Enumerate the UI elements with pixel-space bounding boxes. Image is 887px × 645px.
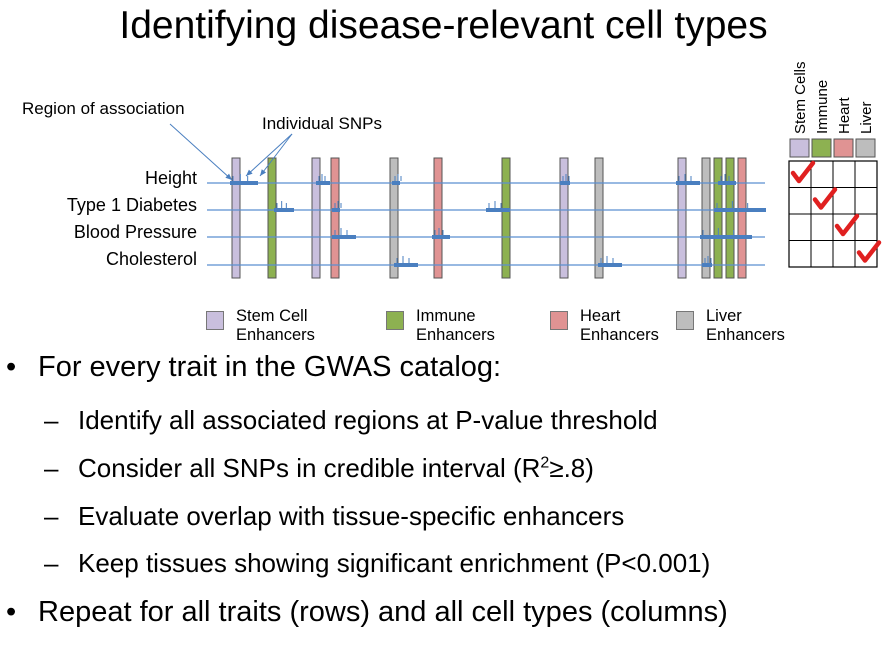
snp-cluster bbox=[486, 208, 510, 212]
snp-cluster bbox=[598, 263, 622, 267]
bullet-dot-icon: • bbox=[6, 351, 17, 383]
bullet-text: For every trait in the GWAS catalog: bbox=[38, 351, 502, 383]
region-arrow bbox=[169, 123, 233, 181]
superscript: 2 bbox=[540, 454, 550, 472]
bullet-dot-icon: • bbox=[6, 596, 17, 628]
snp-cluster bbox=[700, 235, 752, 239]
sub-bullet-consider: – Consider all SNPs in credible interval … bbox=[44, 453, 594, 484]
sub-bullet-evaluate: – Evaluate overlap with tissue-specific e… bbox=[44, 501, 624, 532]
trait-label-cholesterol: Cholesterol bbox=[105, 249, 197, 269]
slide-title: Identifying disease-relevant cell types bbox=[119, 4, 768, 47]
check-mark-icon bbox=[790, 160, 816, 184]
check-mark-icon bbox=[812, 187, 838, 210]
snp-cluster bbox=[714, 208, 766, 212]
enhancer-column bbox=[737, 157, 747, 279]
sub-bullet-keep: – Keep tissues showing significant enrich… bbox=[44, 548, 710, 579]
snp-arrow bbox=[245, 133, 293, 177]
enhancer-column bbox=[559, 157, 569, 279]
trait-label-type1-diabetes: Type 1 Diabetes bbox=[66, 195, 197, 215]
enhancer-column bbox=[677, 157, 687, 279]
sub-bullet-text: Evaluate overlap with tissue-specific en… bbox=[78, 501, 625, 531]
matrix-column-swatch bbox=[833, 138, 854, 158]
legend-swatch-liver bbox=[676, 311, 694, 330]
legend-label-heart: Heart Enhancers bbox=[580, 307, 659, 344]
enhancer-column bbox=[330, 157, 340, 279]
region-of-association-label: Region of association bbox=[22, 99, 185, 118]
individual-snps-label: Individual SNPs bbox=[262, 114, 383, 133]
enhancer-column bbox=[311, 157, 321, 279]
trait-label-height: Height bbox=[144, 168, 197, 188]
matrix-column-swatch bbox=[855, 138, 876, 158]
sub-bullet-text: Keep tissues showing significant enrichm… bbox=[78, 548, 711, 578]
snp-arrow bbox=[259, 133, 293, 177]
check-mark-icon bbox=[834, 213, 860, 237]
enhancer-column bbox=[594, 157, 604, 279]
sub-bullet-identify: – Identify all associated regions at P-va… bbox=[44, 405, 658, 436]
sub-bullet-text: Identify all associated regions at P-val… bbox=[78, 405, 658, 435]
snp-cluster bbox=[392, 181, 400, 185]
enhancer-column bbox=[501, 157, 511, 279]
snp-cluster bbox=[332, 235, 356, 239]
legend-label-immune: Immune Enhancers bbox=[416, 307, 495, 344]
dash-icon: – bbox=[44, 405, 59, 435]
snp-arrow-head bbox=[246, 169, 253, 176]
check-mark-icon bbox=[856, 240, 882, 263]
enhancer-column bbox=[701, 157, 711, 279]
matrix-header-immune: Immune bbox=[814, 79, 831, 134]
dash-icon: – bbox=[44, 453, 59, 483]
snp-arrow-head bbox=[260, 169, 267, 176]
snp-cluster bbox=[394, 263, 418, 267]
snp-cluster bbox=[332, 208, 340, 212]
enhancer-column bbox=[267, 157, 277, 279]
legend-swatch-heart bbox=[550, 311, 568, 330]
enhancer-column bbox=[433, 157, 443, 279]
legend-label-liver: Liver Enhancers bbox=[706, 307, 785, 344]
snp-cluster bbox=[432, 235, 450, 239]
snp-cluster bbox=[560, 181, 570, 185]
snp-cluster bbox=[230, 181, 258, 185]
snp-cluster bbox=[718, 181, 736, 185]
legend-swatch-stem-cell bbox=[206, 311, 224, 330]
snp-cluster bbox=[676, 181, 700, 185]
region-arrow-head bbox=[225, 173, 232, 180]
matrix-column-swatch bbox=[789, 138, 810, 158]
matrix-column-swatch bbox=[811, 138, 832, 158]
matrix-header-liver: Liver bbox=[858, 101, 875, 134]
legend-label-stem-cell: Stem Cell Enhancers bbox=[236, 307, 315, 344]
snp-cluster bbox=[316, 181, 330, 185]
sub-bullet-text-end: ≥.8) bbox=[549, 453, 594, 483]
bullet-text: Repeat for all traits (rows) and all cel… bbox=[38, 596, 728, 628]
bullet-every-trait: • For every trait in the GWAS catalog: bbox=[6, 351, 501, 384]
snp-cluster bbox=[702, 263, 712, 267]
enhancer-column bbox=[725, 157, 735, 279]
matrix-header-stem-cells: Stem Cells bbox=[792, 61, 809, 134]
dash-icon: – bbox=[44, 501, 59, 531]
enhancer-column bbox=[389, 157, 399, 279]
matrix-header-heart: Heart bbox=[836, 97, 853, 134]
dash-icon: – bbox=[44, 548, 59, 578]
legend-swatch-immune bbox=[386, 311, 404, 330]
snp-cluster bbox=[274, 208, 294, 212]
bullet-repeat: • Repeat for all traits (rows) and all ce… bbox=[6, 596, 728, 629]
sub-bullet-text: Consider all SNPs in credible interval (… bbox=[78, 453, 541, 483]
enhancer-column bbox=[231, 157, 241, 279]
enhancer-column bbox=[713, 157, 723, 279]
trait-label-blood-pressure: Blood Pressure bbox=[73, 222, 197, 242]
